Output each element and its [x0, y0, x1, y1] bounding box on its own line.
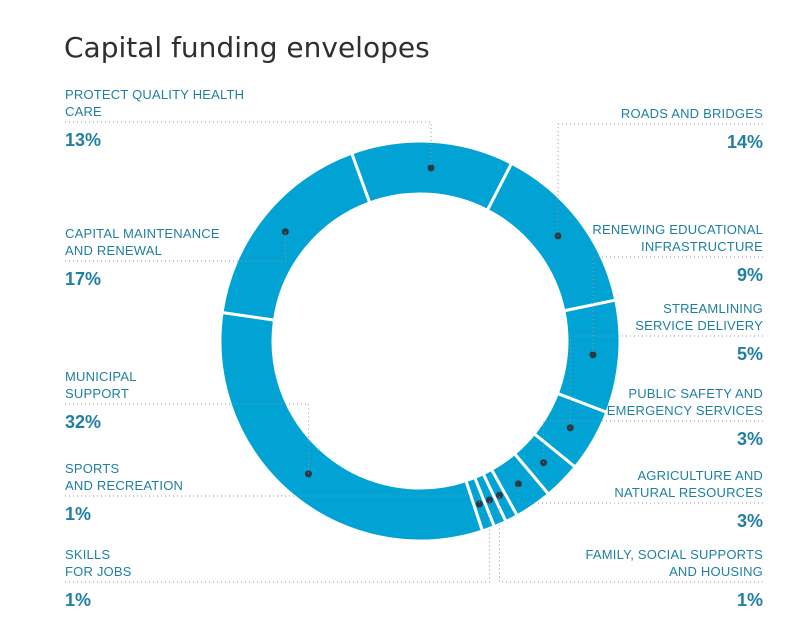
- label-sports-and-recreation: AND RECREATION: [65, 478, 183, 493]
- label-streamlining-service-delivery: STREAMLINING: [663, 301, 763, 316]
- slice-municipal-support: [218, 310, 485, 543]
- dot-capital-maintenance-and-renewal: [281, 228, 289, 236]
- label-streamlining-service-delivery: SERVICE DELIVERY: [635, 318, 763, 333]
- label-capital-maintenance-and-renewal: CAPITAL MAINTENANCE: [65, 226, 220, 241]
- dot-protect-quality-health-care: [427, 164, 435, 172]
- dot-public-safety-and-emergency-services: [540, 459, 548, 467]
- label-public-safety-and-emergency-services: PUBLIC SAFETY AND: [628, 386, 763, 401]
- leader-streamlining-service-delivery: [569, 335, 763, 428]
- value-public-safety-and-emergency-services: 3%: [737, 429, 763, 449]
- chart-title: Capital funding envelopes: [64, 31, 430, 64]
- value-family-social-supports-and-housing: 1%: [737, 590, 763, 610]
- value-municipal-support: 32%: [65, 412, 101, 432]
- label-protect-quality-health-care: PROTECT QUALITY HEALTH: [65, 87, 244, 102]
- slice-protect-quality-health-care: [349, 139, 514, 213]
- label-agriculture-and-natural-resources: NATURAL RESOURCES: [614, 485, 763, 500]
- value-capital-maintenance-and-renewal: 17%: [65, 269, 101, 289]
- leader-renewing-educational-infrastructure: [592, 256, 763, 355]
- donut-slices: [218, 139, 622, 543]
- label-family-social-supports-and-housing: FAMILY, SOCIAL SUPPORTS: [585, 547, 763, 562]
- label-public-safety-and-emergency-services: EMERGENCY SERVICES: [607, 403, 763, 418]
- value-sports-and-recreation: 1%: [65, 504, 91, 524]
- dot-family-social-supports-and-housing: [496, 491, 504, 499]
- slice-labels: PROTECT QUALITY HEALTH CARE 13% ROADS AND B…: [65, 87, 763, 610]
- dot-sports-and-recreation: [475, 500, 483, 508]
- dot-skills-for-jobs: [486, 496, 494, 504]
- value-renewing-educational-infrastructure: 9%: [737, 265, 763, 285]
- label-renewing-educational-infrastructure: RENEWING EDUCATIONAL: [592, 222, 763, 237]
- leader-roads-and-bridges: [557, 123, 763, 236]
- label-municipal-support: SUPPORT: [65, 386, 129, 401]
- slice-capital-maintenance-and-renewal: [220, 151, 372, 322]
- label-capital-maintenance-and-renewal: AND RENEWAL: [65, 243, 162, 258]
- value-skills-for-jobs: 1%: [65, 590, 91, 610]
- label-municipal-support: MUNICIPAL: [65, 369, 137, 384]
- leader-skills-for-jobs: [65, 499, 491, 583]
- leader-agriculture-and-natural-resources: [517, 483, 763, 504]
- slice-roads-and-bridges: [485, 161, 618, 313]
- value-streamlining-service-delivery: 5%: [737, 344, 763, 364]
- value-protect-quality-health-care: 13%: [65, 130, 101, 150]
- leader-protect-quality-health-care: [65, 121, 432, 168]
- label-protect-quality-health-care: CARE: [65, 104, 102, 119]
- dot-renewing-educational-infrastructure: [589, 351, 597, 359]
- dot-municipal-support: [304, 470, 312, 478]
- label-roads-and-bridges: ROADS AND BRIDGES: [621, 106, 763, 121]
- label-skills-for-jobs: FOR JOBS: [65, 564, 132, 579]
- dot-agriculture-and-natural-resources: [514, 480, 522, 488]
- value-roads-and-bridges: 14%: [727, 132, 763, 152]
- label-renewing-educational-infrastructure: INFRASTRUCTURE: [641, 239, 763, 254]
- leader-capital-maintenance-and-renewal: [65, 231, 286, 262]
- label-skills-for-jobs: SKILLS: [65, 547, 110, 562]
- label-sports-and-recreation: SPORTS: [65, 461, 120, 476]
- value-agriculture-and-natural-resources: 3%: [737, 511, 763, 531]
- label-agriculture-and-natural-resources: AGRICULTURE AND: [637, 468, 763, 483]
- label-family-social-supports-and-housing: AND HOUSING: [669, 564, 763, 579]
- leader-lines: [65, 121, 763, 583]
